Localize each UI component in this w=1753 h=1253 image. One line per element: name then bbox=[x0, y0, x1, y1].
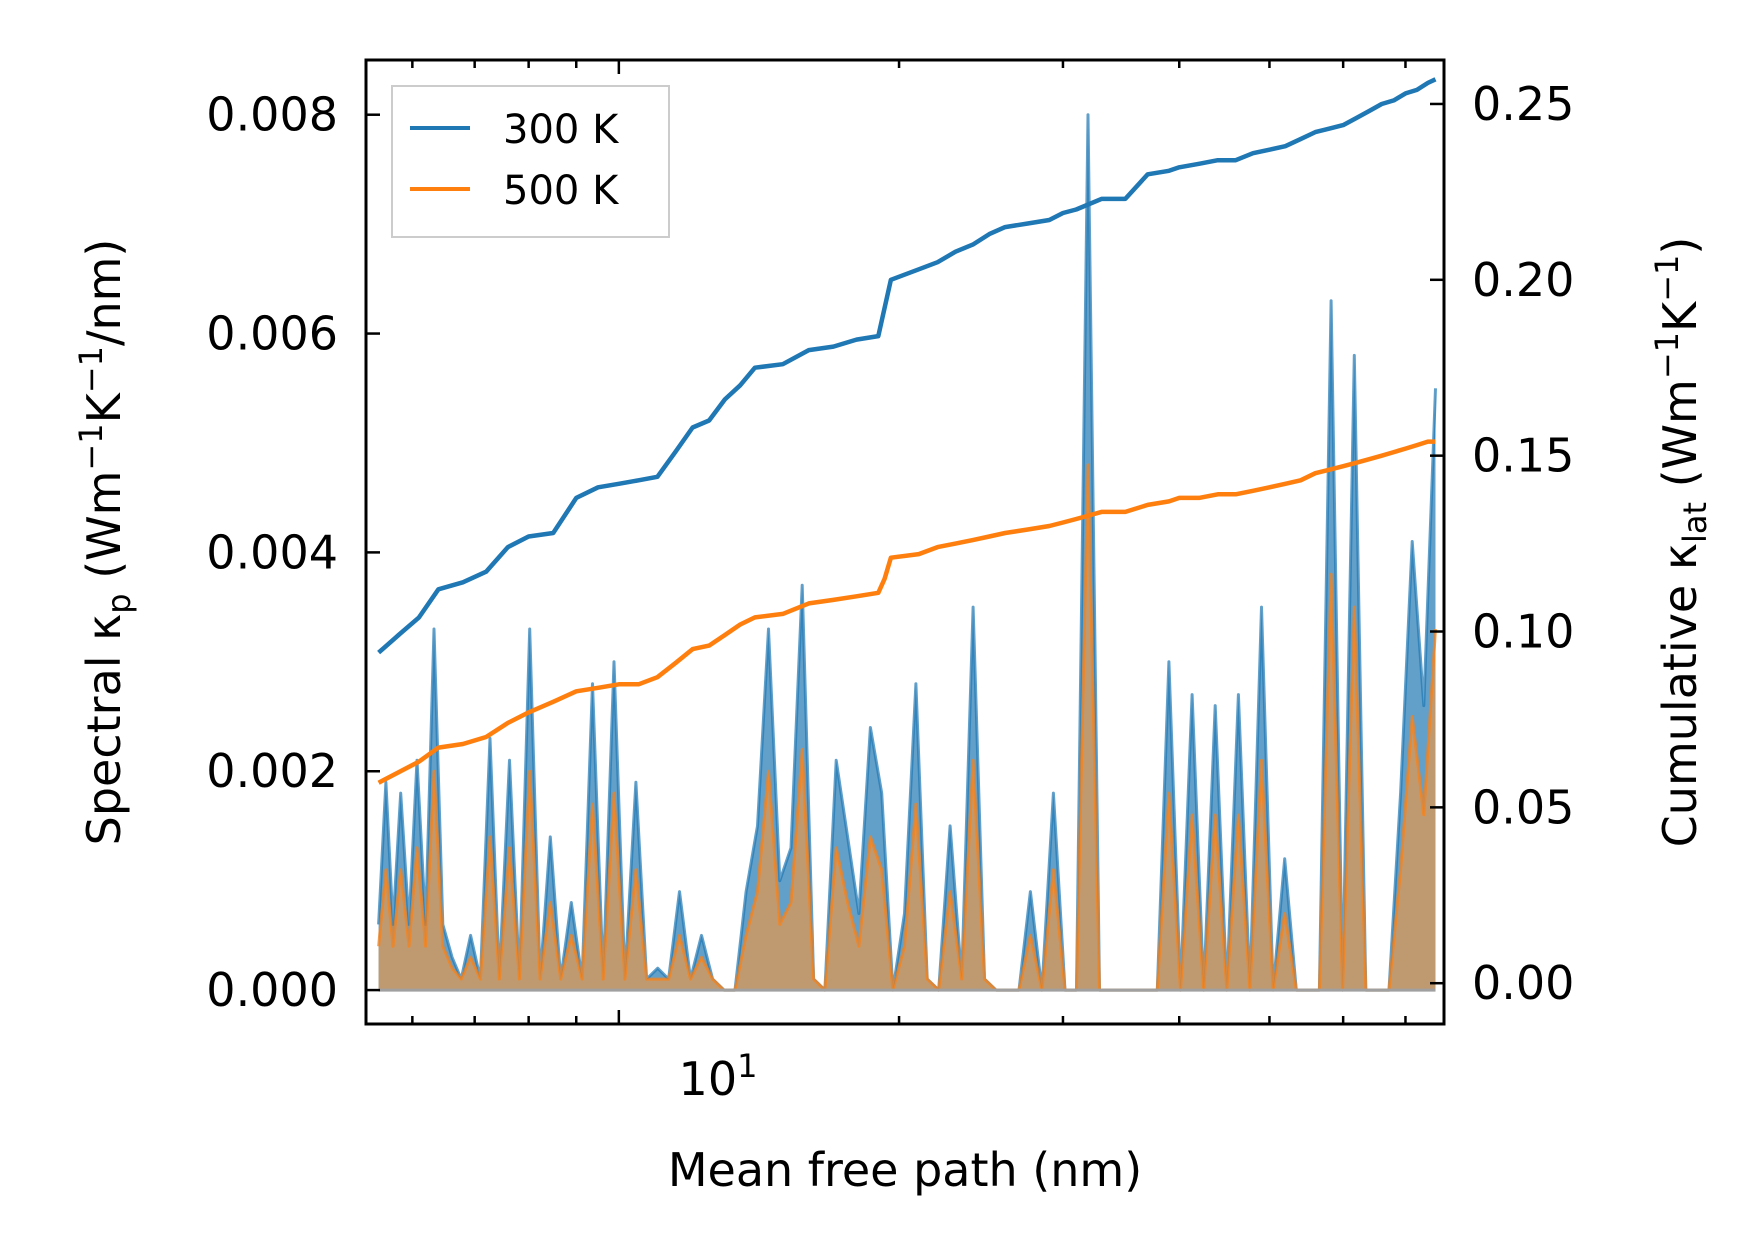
plot-frame bbox=[364, 58, 1446, 1026]
y-tick-label-right: 0.00 bbox=[1472, 956, 1574, 1010]
cumulative-lines bbox=[377, 77, 1437, 785]
spectral-line-500K bbox=[377, 463, 1437, 992]
y-tick-label-left: 0.006 bbox=[206, 307, 338, 361]
cumulative-line-300K bbox=[377, 77, 1437, 655]
y-tick-label-left: 0.002 bbox=[206, 744, 338, 798]
y-axis-title-left: Spectral κp (Wm−1K−1/nm) bbox=[72, 239, 138, 846]
cumulative-line-500K bbox=[377, 439, 1436, 785]
y-axis-title-right: Cumulative κlat (Wm−1K−1) bbox=[1648, 237, 1714, 848]
legend-box bbox=[391, 85, 670, 238]
legend-label-300K: 300 K bbox=[503, 107, 620, 153]
y-tick-label-right: 0.10 bbox=[1472, 605, 1574, 659]
y-tick-label-right: 0.05 bbox=[1472, 780, 1574, 834]
spectral-fills bbox=[377, 113, 1437, 992]
x-tick-label-10: 101 bbox=[679, 1047, 758, 1106]
y-tick-label-right: 0.20 bbox=[1472, 253, 1574, 307]
y-tick-label-right: 0.15 bbox=[1472, 429, 1574, 483]
y-tick-label-left: 0.000 bbox=[206, 963, 338, 1017]
legend: 300 K 500 K bbox=[391, 85, 670, 238]
y-tick-label-left: 0.004 bbox=[206, 525, 338, 579]
y-tick-label-left: 0.008 bbox=[206, 88, 338, 142]
legend-label-500K: 500 K bbox=[503, 168, 620, 214]
axis-ticks bbox=[366, 60, 1444, 1024]
spectral-line-300K bbox=[377, 113, 1437, 992]
tick-labels: 0.000 0.002 0.004 0.006 0.008 0.00 0.05 0.10 0.1… bbox=[206, 77, 1574, 1017]
y-tick-label-right: 0.25 bbox=[1472, 77, 1574, 131]
x-axis-title: Mean free path (nm) bbox=[668, 1143, 1142, 1197]
